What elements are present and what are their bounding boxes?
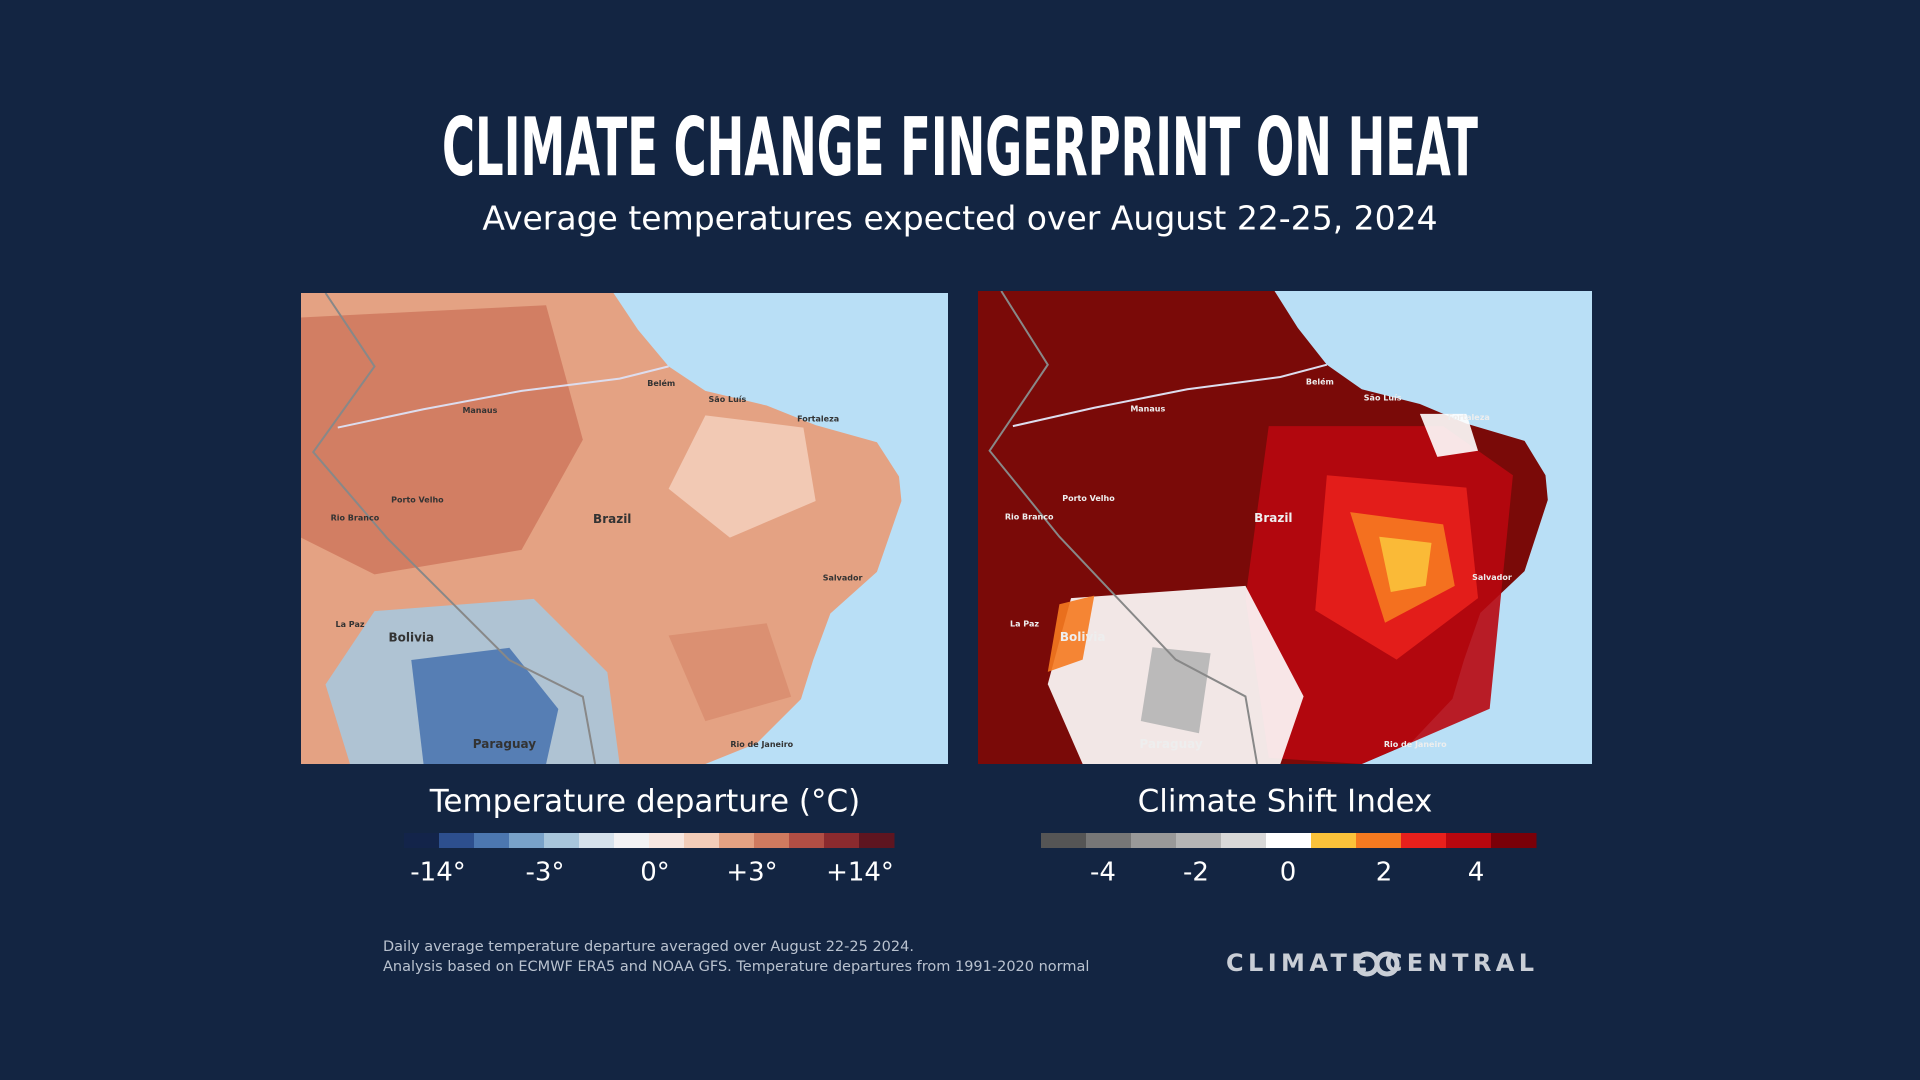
logo-icon [1374,951,1400,977]
legend-tick: 0 [1280,858,1297,888]
legend-tick: -14° [410,858,465,888]
legend-swatch [1446,833,1492,848]
legend-swatch [1311,833,1357,848]
place-label: Belém [1306,376,1334,386]
legend-swatch [1086,833,1132,848]
legend-swatch [859,833,895,848]
legend-tick: -3° [526,858,565,888]
legend-tick: 4 [1468,858,1485,888]
data-patch [668,623,792,722]
legend-swatch [789,833,825,848]
legend-swatch [1266,833,1312,848]
place-label: Rio de Janeiro [730,740,793,749]
legend-tick: -2 [1183,858,1209,888]
place-label: Paraguay [473,737,536,751]
place-label: Porto Velho [391,495,444,504]
legend-swatch [684,833,720,848]
logo-text: CLIMATE CENTRAL [1226,949,1536,977]
footnote: Daily average temperature departure aver… [383,939,914,955]
logo [1354,951,1400,977]
legend-title: Climate Shift Index [1138,784,1433,820]
legend-swatch [824,833,860,848]
data-patch [1379,536,1432,592]
place-label: Manaus [462,406,497,415]
border [311,293,597,764]
legend-swatch [1221,833,1267,848]
legend-tick: 2 [1376,858,1393,888]
place-label: Rio Branco [1005,513,1054,522]
map: Manaus Brazil Bolivia Paraguay Salvador Forta… [301,293,948,764]
legend-swatch [649,833,685,848]
place-label: Rio Branco [331,514,380,523]
river [337,365,669,429]
legend-swatch [614,833,650,848]
place-label: Brazil [593,512,631,526]
legend-swatch [404,833,440,848]
legend-swatch [1041,833,1087,848]
place-label: La Paz [1010,619,1039,628]
legend-swatch [719,833,755,848]
data-patch [301,305,583,575]
place-label: Paraguay [1139,737,1202,751]
data-patch [411,647,559,764]
legend-tick: -4 [1090,858,1116,888]
legend-swatch [474,833,510,848]
place-label: Fortaleza [797,415,839,424]
data-patch [1047,595,1095,672]
river [1012,363,1328,428]
place-label: São Luís [1364,393,1402,402]
legend-swatch [754,833,790,848]
place-label: Bolivia [388,630,434,644]
subtitle: Average temperatures expected over Augus… [482,199,1437,238]
maps: Manaus Brazil Bolivia Paraguay Salvador Forta… [301,291,1592,888]
legend-title: Temperature departure (°C) [429,784,861,820]
place-label: Manaus [1130,404,1165,413]
footnote: Analysis based on ECMWF ERA5 and NOAA GF… [383,959,1089,975]
place-label: Belém [647,378,675,388]
legend-swatch [1131,833,1177,848]
legend-tick: +3° [726,858,777,888]
land-patches [301,305,816,764]
legend-tick: 0° [640,858,670,888]
place-label: Salvador [823,574,863,583]
place-label: São Luís [709,395,747,404]
legend-swatch [509,833,545,848]
border [988,291,1259,764]
legend-swatch [1401,833,1447,848]
data-patch [1419,413,1479,457]
legend-swatch [1491,833,1537,848]
data-patch [668,415,816,538]
legend-swatch [439,833,475,848]
place-label: Porto Velho [1062,494,1115,503]
legend-swatch [1356,833,1402,848]
title: CLIMATE CHANGE FINGERPRINT ON HEAT [442,101,1478,194]
legend-swatch [579,833,615,848]
map: Manaus Brazil Bolivia Paraguay Salvador Forta… [978,291,1592,764]
legend-tick: +14° [826,858,894,888]
place-label: Fortaleza [1448,413,1490,422]
place-label: La Paz [336,620,365,629]
place-label: Bolivia [1060,630,1106,644]
legend-swatch [544,833,580,848]
place-label: Rio de Janeiro [1384,740,1447,749]
legend-swatch [1176,833,1222,848]
place-label: Salvador [1472,573,1512,582]
land-patches [1047,413,1513,764]
place-label: Brazil [1254,511,1292,525]
